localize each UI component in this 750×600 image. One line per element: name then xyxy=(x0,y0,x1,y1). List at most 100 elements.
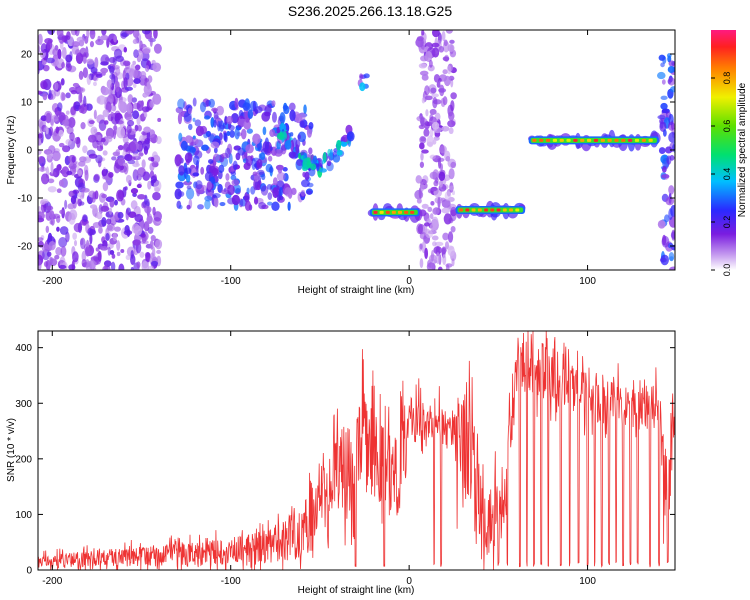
spec-blob xyxy=(252,171,258,176)
spec-blob xyxy=(97,134,102,142)
spec-blob xyxy=(272,187,279,199)
spec-blob xyxy=(124,86,133,91)
spec-blob xyxy=(438,179,444,188)
spec-blob xyxy=(108,56,116,63)
spec-blob xyxy=(47,178,55,184)
colorbar-label: Normalized spectral amplitude xyxy=(737,82,748,217)
spec-blob xyxy=(199,101,207,113)
spec-blob xyxy=(58,142,65,148)
spec-blob xyxy=(105,135,113,143)
spec-blob xyxy=(432,97,438,109)
spec-blob xyxy=(48,240,56,251)
spec-blob xyxy=(231,179,240,187)
spec-blob xyxy=(100,205,110,212)
spec-blob xyxy=(136,261,141,269)
spec-blob xyxy=(56,30,64,38)
spec-blob xyxy=(125,254,131,260)
spec-blob xyxy=(123,46,128,53)
spec-blob xyxy=(450,225,456,233)
spectrogram-ylabel: Frequency (Hz) xyxy=(6,116,17,185)
spec-blob xyxy=(126,102,133,114)
spec-blob xyxy=(56,226,60,232)
spec-blob xyxy=(82,145,88,154)
spec-blob xyxy=(276,172,286,181)
spec-blob xyxy=(447,120,456,128)
spec-blob xyxy=(100,34,109,41)
spec-tone-core xyxy=(459,208,464,212)
spec-tone-core xyxy=(539,138,544,142)
snr-frame xyxy=(37,330,676,571)
snr-ytick-label: 0 xyxy=(26,566,32,577)
spec-blob xyxy=(112,232,118,242)
spec-blob xyxy=(210,141,220,149)
spec-blob xyxy=(57,102,63,112)
colorbar-tick-label: 0.0 xyxy=(722,264,732,277)
spec-blob xyxy=(40,167,45,173)
spec-blob xyxy=(68,116,76,128)
snr-xlabel: Height of straight line (km) xyxy=(298,585,415,596)
spec-blob xyxy=(662,234,667,246)
spec-feature xyxy=(528,129,661,152)
spec-blob xyxy=(186,185,192,190)
spec-blob xyxy=(137,193,146,200)
spec-blob xyxy=(143,126,151,133)
spec-blob xyxy=(240,128,247,140)
spec-blob xyxy=(189,146,197,153)
spec-blob xyxy=(122,60,131,67)
spec-blob xyxy=(47,232,53,244)
spec-blob xyxy=(125,208,130,221)
spec-blob xyxy=(421,74,429,81)
spec-blob xyxy=(98,226,103,234)
spec-blob xyxy=(415,175,423,184)
spec-blob xyxy=(425,109,429,117)
spec-blob xyxy=(139,70,147,79)
spec-blob xyxy=(177,112,183,125)
spec-blob xyxy=(145,65,150,72)
spec-blob xyxy=(340,140,348,147)
spec-blob xyxy=(144,205,152,214)
spec-blob xyxy=(429,154,436,160)
spec-tone-core xyxy=(379,210,384,214)
spec-blob xyxy=(234,127,240,140)
spec-blob xyxy=(107,246,111,256)
spec-blob xyxy=(58,129,64,138)
spec-blob xyxy=(59,209,65,215)
spec-blob xyxy=(146,81,151,90)
spec-blob xyxy=(56,217,61,223)
spec-blob xyxy=(56,188,62,194)
spec-blob xyxy=(132,162,140,168)
spec-blob xyxy=(49,258,58,267)
spec-blob xyxy=(152,93,162,105)
spec-blob xyxy=(88,259,96,270)
spec-blob xyxy=(437,196,441,209)
spec-blob xyxy=(211,107,218,112)
spec-blob xyxy=(70,89,77,95)
spec-blob xyxy=(115,67,121,76)
spec-blob xyxy=(40,43,48,53)
spec-blob xyxy=(244,200,251,211)
spec-blob xyxy=(113,35,118,43)
spec-blob xyxy=(279,122,287,132)
spec-blob xyxy=(218,164,225,173)
spec-blob xyxy=(69,161,74,167)
spec-blob xyxy=(661,174,670,179)
spec-blob xyxy=(114,80,120,93)
spec-blob xyxy=(243,162,251,170)
spec-blob xyxy=(252,133,261,145)
spec-blob xyxy=(438,45,445,53)
spec-blob xyxy=(132,60,137,66)
spec-blob xyxy=(424,247,429,260)
spec-blob xyxy=(438,266,443,270)
spec-blob xyxy=(443,213,452,225)
spec-blob xyxy=(668,208,673,221)
spec-blob xyxy=(105,233,110,242)
spec-blob xyxy=(660,254,669,266)
spec-blob xyxy=(45,112,52,124)
spec-blob xyxy=(284,139,292,150)
spec-blob xyxy=(140,233,146,238)
spec-blob xyxy=(272,177,278,186)
spec-blob xyxy=(289,109,296,122)
spec-blob xyxy=(448,203,457,210)
